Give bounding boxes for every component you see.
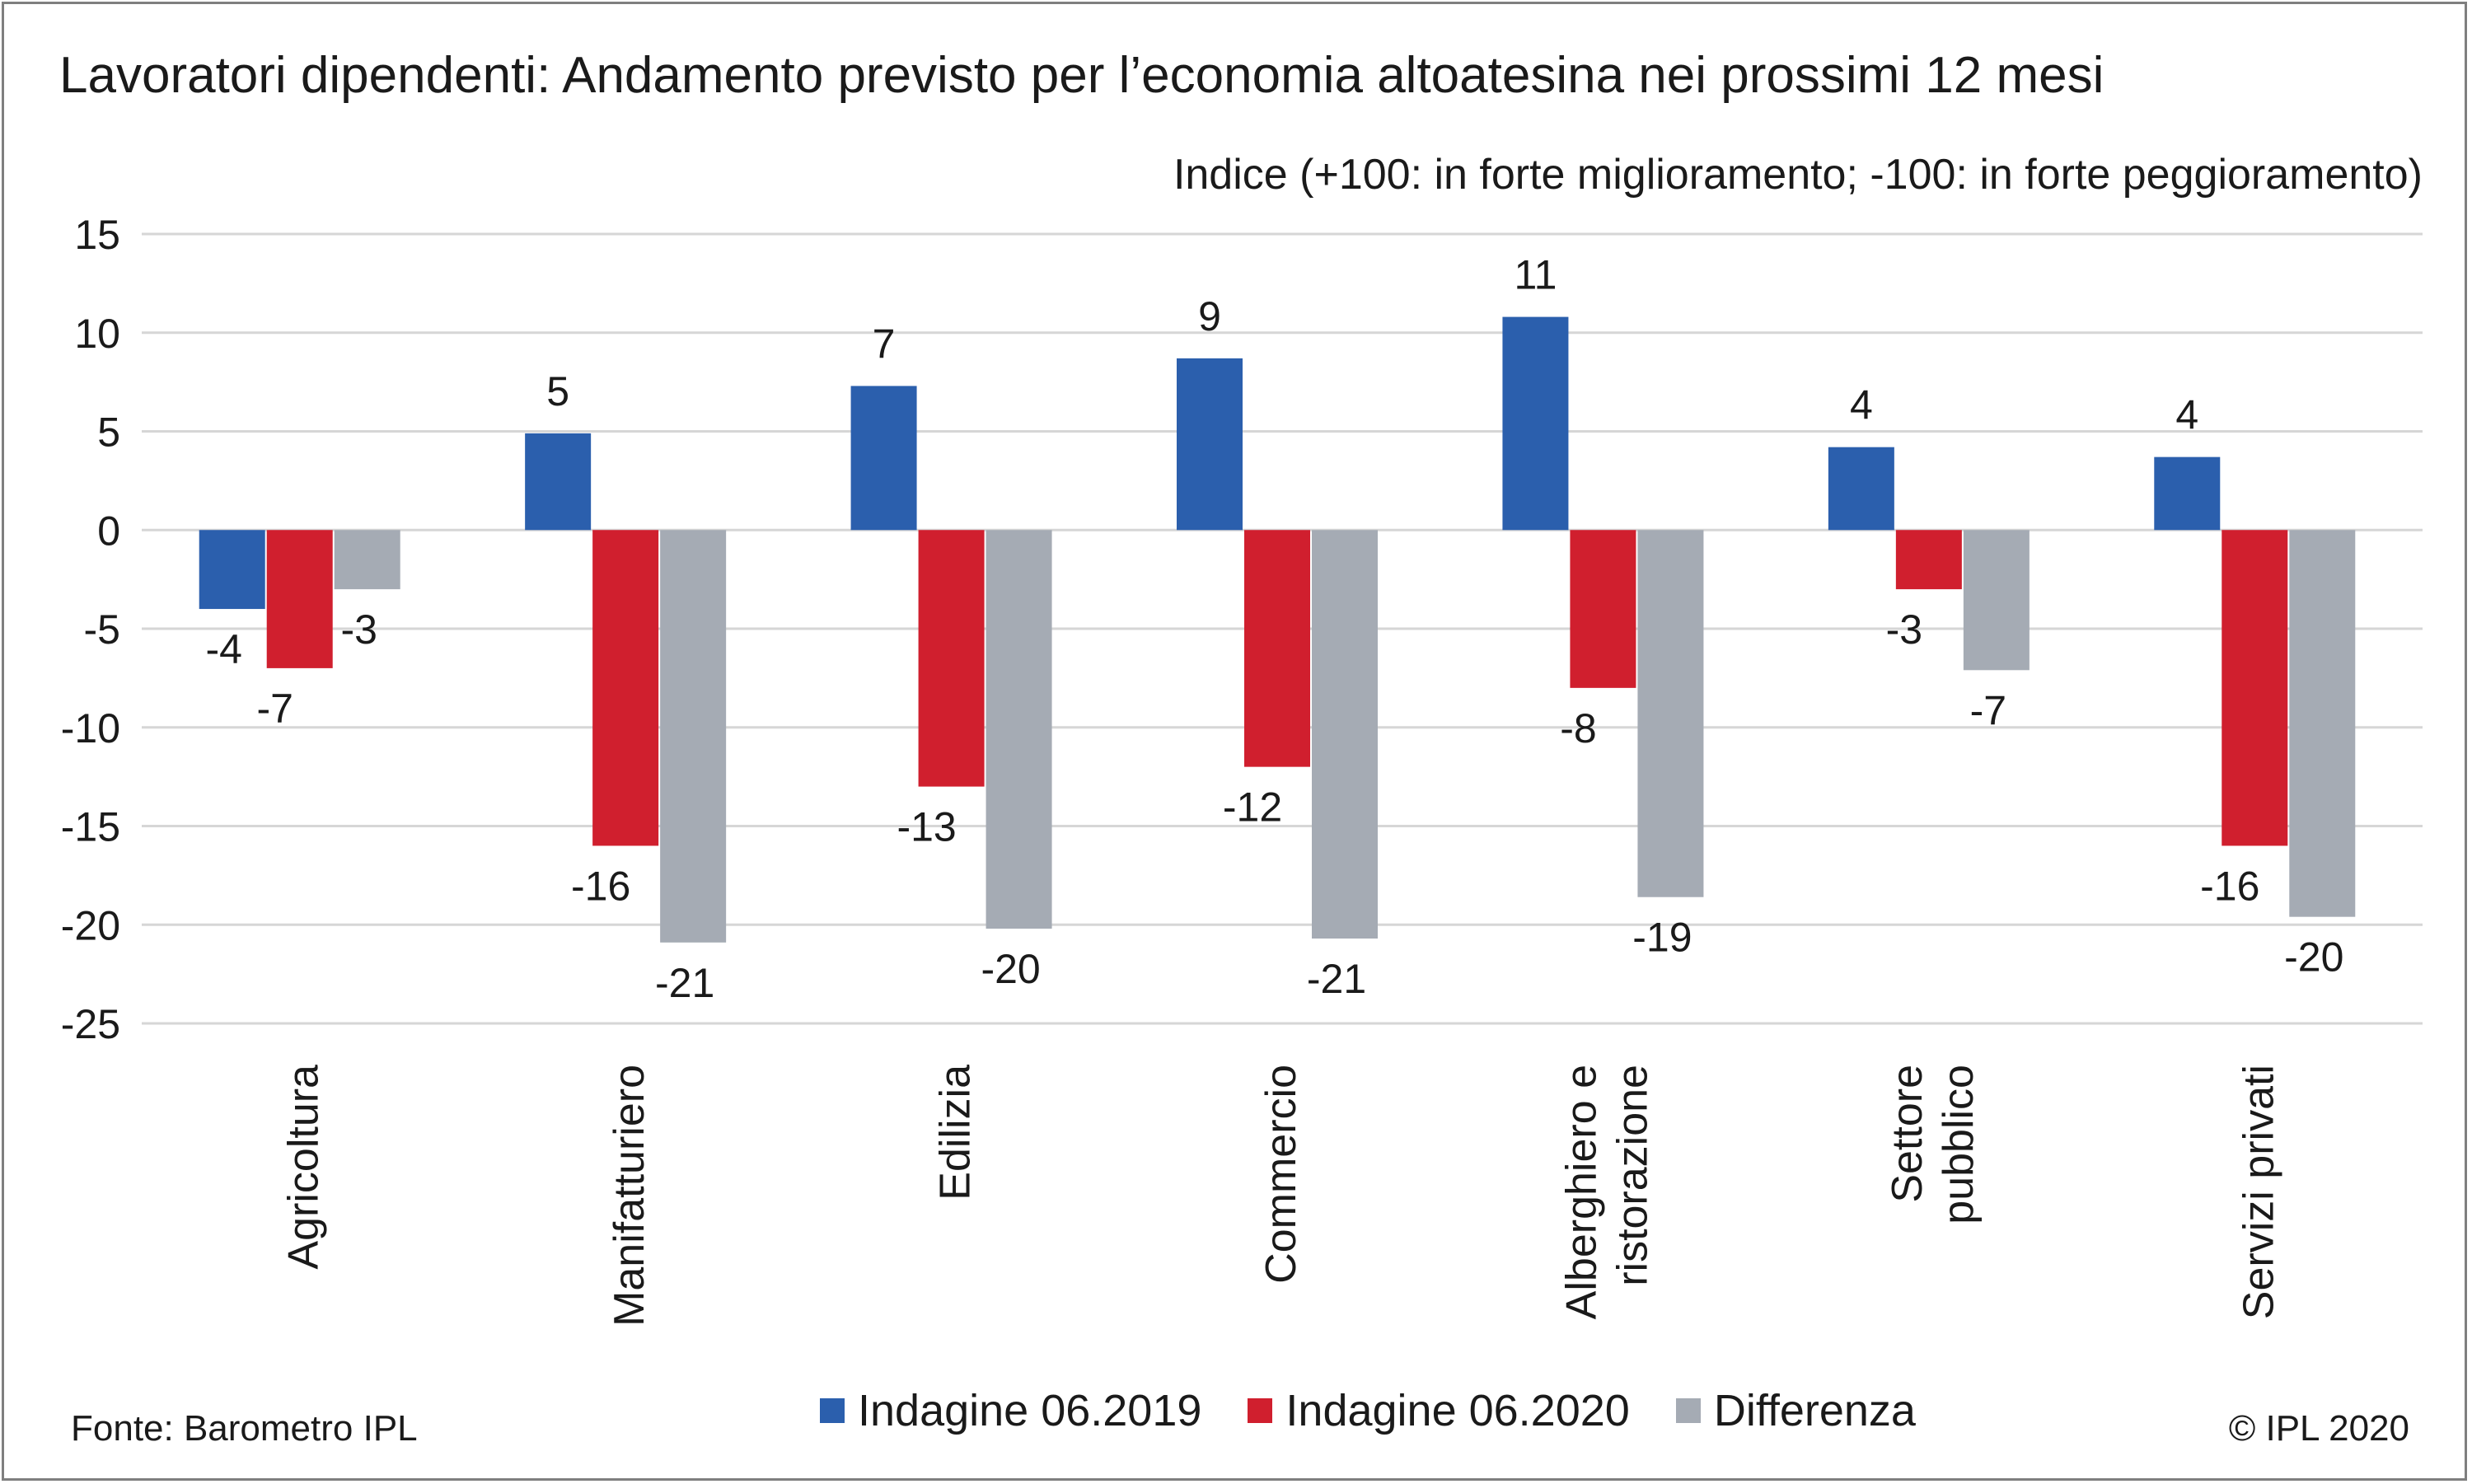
bar (2289, 530, 2356, 917)
legend-swatch-differenza (1675, 1398, 1701, 1423)
x-tick-label: Commercio (1257, 1065, 1305, 1284)
data-label: -3 (1886, 606, 1922, 653)
data-label: -3 (340, 606, 377, 653)
bar (850, 386, 917, 531)
legend-label-2019: Indagine 06.2019 (858, 1386, 1202, 1435)
bar (334, 530, 400, 590)
bar (2222, 530, 2288, 846)
y-tick-label: 15 (74, 212, 120, 258)
legend: Indagine 06.2019 Indagine 06.2020 Differ… (0, 1384, 2472, 1437)
bar (2154, 456, 2221, 531)
data-label: -7 (256, 686, 293, 732)
x-tick-label: Alberghiero e (1557, 1065, 1605, 1319)
bar (1570, 530, 1636, 688)
legend-item-2019: Indagine 06.2019 (820, 1384, 1201, 1437)
bar (1828, 447, 1894, 531)
data-label: 11 (1514, 252, 1557, 298)
data-label: -4 (205, 626, 241, 672)
data-label: -16 (2200, 863, 2259, 909)
y-tick-label: -15 (61, 804, 120, 850)
data-label: -8 (1560, 705, 1596, 751)
x-tick-label: Servizi privati (2235, 1065, 2282, 1319)
data-label: 4 (2175, 392, 2198, 438)
bar (199, 530, 265, 610)
bar (1312, 530, 1378, 939)
bar (918, 530, 985, 787)
data-label: -20 (2284, 934, 2343, 981)
x-tick-label: Manifatturiero (606, 1065, 653, 1327)
y-tick-label: -25 (61, 1001, 120, 1047)
x-tick-label: pubblico (1935, 1065, 1983, 1224)
chart-subtitle: Indice (+100: in forte miglioramento; -1… (1173, 151, 2423, 199)
bar (986, 530, 1052, 929)
bar (660, 530, 727, 943)
bar (266, 530, 333, 668)
x-tick-label: Agricoltura (280, 1065, 328, 1270)
legend-label-2020: Indagine 06.2020 (1285, 1386, 1630, 1435)
data-label: -19 (1632, 915, 1692, 961)
bar (1177, 358, 1243, 531)
y-tick-label: -20 (61, 902, 120, 948)
bar (1244, 530, 1310, 767)
data-label: 9 (1198, 293, 1221, 339)
bar (1502, 316, 1569, 531)
data-label: 5 (546, 368, 569, 414)
legend-swatch-2019 (820, 1398, 845, 1423)
bar (525, 433, 592, 531)
x-tick-label: ristorazione (1608, 1065, 1656, 1286)
x-tick-label: Edilizia (932, 1065, 980, 1201)
source-note: Fonte: Barometro IPL (71, 1408, 418, 1449)
legend-label-differenza: Differenza (1713, 1386, 1916, 1435)
data-label: -12 (1223, 784, 1282, 831)
legend-swatch-2020 (1248, 1398, 1273, 1423)
data-label: -21 (1307, 956, 1366, 1002)
data-label: -7 (1970, 687, 2006, 733)
y-tick-label: 5 (97, 410, 120, 456)
bar (592, 530, 659, 846)
y-tick-label: 0 (97, 508, 120, 554)
legend-item-2020: Indagine 06.2020 (1248, 1384, 1630, 1437)
y-tick-label: -10 (61, 705, 120, 751)
y-tick-label: -5 (84, 606, 120, 653)
y-tick-label: 10 (74, 311, 120, 357)
data-label: -20 (981, 946, 1040, 992)
bar (1637, 530, 1704, 897)
legend-item-differenza: Differenza (1675, 1384, 1916, 1437)
data-label: 7 (873, 321, 896, 367)
bar (1895, 530, 1962, 590)
data-label: -16 (571, 863, 630, 909)
data-label: 4 (1850, 382, 1873, 428)
chart-title: Lavoratori dipendenti: Andamento previst… (59, 47, 2104, 104)
data-label: -21 (655, 960, 714, 1006)
data-label: -13 (897, 804, 956, 850)
x-tick-label: Settore (1884, 1065, 1931, 1203)
bar (1963, 530, 2030, 671)
copyright-note: © IPL 2020 (2228, 1408, 2409, 1449)
